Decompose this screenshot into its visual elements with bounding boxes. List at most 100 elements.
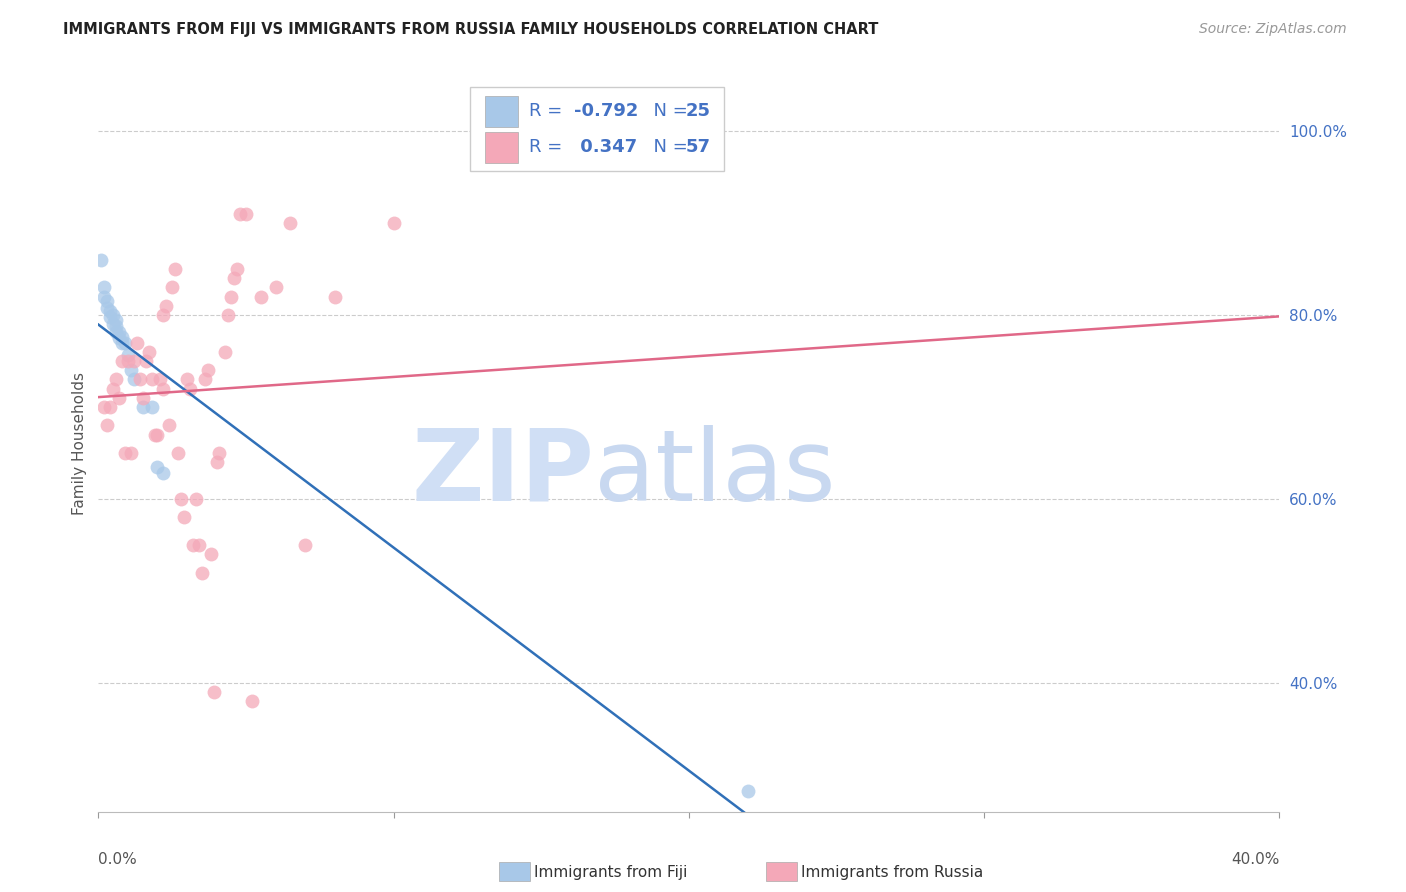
Point: [229, 207, 252, 221]
Point: [208, 446, 231, 460]
Text: 40.0%: 40.0%: [1232, 852, 1279, 867]
Text: R =: R =: [530, 103, 568, 120]
Point: [152, 382, 174, 396]
Point: [143, 427, 166, 442]
Point: [235, 207, 257, 221]
Point: [382, 216, 405, 230]
Point: [117, 354, 139, 368]
Point: [105, 325, 128, 339]
Point: [155, 299, 177, 313]
Point: [323, 289, 346, 303]
Point: [214, 344, 236, 359]
Text: Immigrants from Fiji: Immigrants from Fiji: [534, 865, 688, 880]
Point: [141, 400, 163, 414]
Point: [191, 566, 214, 580]
Point: [114, 446, 136, 460]
Point: [98, 400, 121, 414]
Point: [167, 446, 190, 460]
Point: [108, 391, 131, 405]
Point: [117, 348, 139, 362]
Text: N =: N =: [641, 138, 693, 156]
Bar: [485, 95, 517, 127]
Point: [128, 372, 150, 386]
Point: [224, 271, 246, 285]
Point: [122, 354, 145, 368]
Point: [132, 400, 155, 414]
Point: [194, 372, 217, 386]
Point: [114, 335, 136, 350]
Text: Immigrants from Russia: Immigrants from Russia: [801, 865, 984, 880]
Point: [93, 280, 115, 294]
Point: [187, 538, 209, 552]
Point: [170, 491, 193, 506]
Point: [176, 372, 198, 386]
Point: [146, 427, 169, 442]
Point: [105, 372, 128, 386]
Point: [205, 455, 228, 469]
Point: [132, 391, 155, 405]
Point: [111, 330, 134, 344]
Text: Source: ZipAtlas.com: Source: ZipAtlas.com: [1199, 22, 1347, 37]
Point: [93, 400, 115, 414]
Point: [122, 372, 145, 386]
FancyBboxPatch shape: [471, 87, 724, 171]
Point: [135, 354, 157, 368]
Point: [120, 363, 142, 377]
Point: [197, 363, 219, 377]
Point: [179, 382, 201, 396]
Point: [96, 418, 118, 433]
Bar: [485, 132, 517, 162]
Text: 0.347: 0.347: [575, 138, 637, 156]
Point: [152, 466, 174, 480]
Text: 57: 57: [685, 138, 710, 156]
Text: IMMIGRANTS FROM FIJI VS IMMIGRANTS FROM RUSSIA FAMILY HOUSEHOLDS CORRELATION CHA: IMMIGRANTS FROM FIJI VS IMMIGRANTS FROM …: [63, 22, 879, 37]
Text: 25: 25: [685, 103, 710, 120]
Text: -0.792: -0.792: [575, 103, 638, 120]
Point: [202, 685, 225, 699]
Point: [165, 262, 187, 277]
Point: [98, 310, 121, 324]
Point: [264, 280, 287, 294]
Point: [138, 344, 160, 359]
Point: [111, 335, 134, 350]
Point: [96, 294, 118, 309]
Point: [294, 538, 316, 552]
Point: [217, 308, 239, 322]
Point: [221, 289, 243, 303]
Point: [181, 538, 204, 552]
Text: 0.0%: 0.0%: [98, 852, 138, 867]
Point: [149, 372, 172, 386]
Text: atlas: atlas: [595, 425, 837, 522]
Point: [108, 325, 131, 339]
Point: [240, 694, 263, 708]
Point: [152, 308, 174, 322]
Point: [96, 301, 118, 315]
Y-axis label: Family Households: Family Households: [72, 372, 87, 516]
Point: [103, 308, 125, 322]
Point: [98, 304, 121, 318]
Point: [108, 331, 131, 345]
Point: [200, 547, 222, 561]
Point: [157, 418, 180, 433]
Point: [103, 317, 125, 331]
Point: [146, 459, 169, 474]
Point: [737, 784, 759, 798]
Point: [93, 289, 115, 303]
Text: N =: N =: [641, 103, 693, 120]
Point: [226, 262, 249, 277]
Point: [125, 335, 148, 350]
Point: [105, 312, 128, 326]
Point: [103, 382, 125, 396]
Point: [184, 491, 207, 506]
Point: [111, 354, 134, 368]
Point: [250, 289, 273, 303]
Point: [105, 318, 128, 333]
Point: [90, 252, 112, 267]
Point: [162, 280, 183, 294]
Point: [120, 446, 142, 460]
Text: R =: R =: [530, 138, 568, 156]
Point: [141, 372, 163, 386]
Text: ZIP: ZIP: [412, 425, 595, 522]
Point: [280, 216, 302, 230]
Point: [173, 510, 195, 524]
